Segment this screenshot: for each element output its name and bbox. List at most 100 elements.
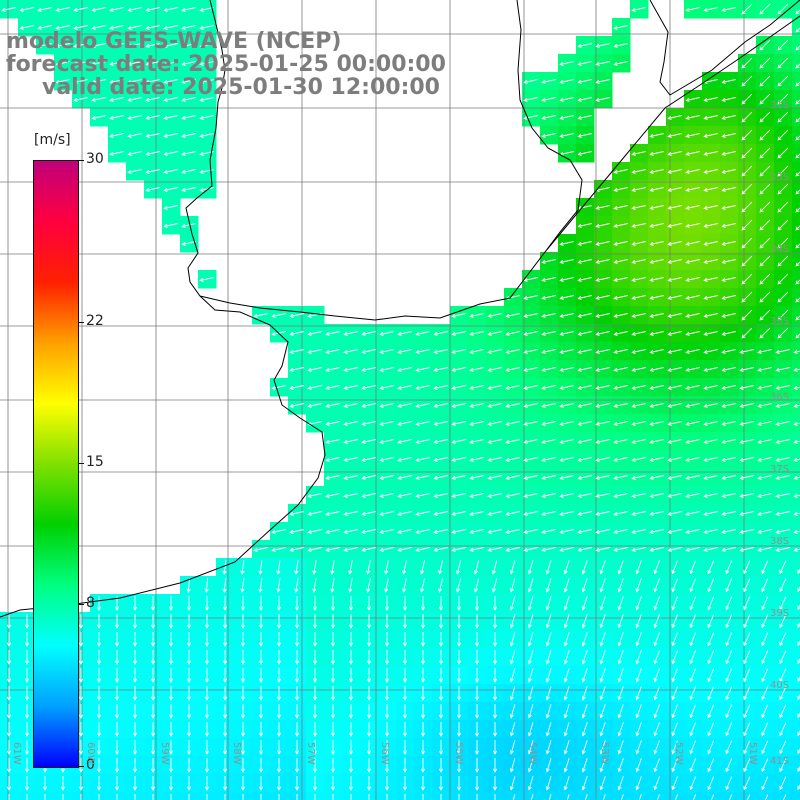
wind-arrow — [577, 421, 592, 426]
wind-arrow — [44, 794, 46, 800]
wind-arrow — [415, 547, 430, 552]
wind-arrow — [114, 614, 120, 629]
wind-arrow — [438, 722, 444, 737]
wind-arrow — [132, 758, 138, 773]
wind-arrow — [132, 686, 138, 701]
wind-arrow — [703, 259, 718, 264]
wind-arrow — [145, 187, 160, 192]
wind-arrow — [635, 596, 642, 611]
wind-arrow — [595, 385, 610, 390]
wind-arrow — [204, 614, 210, 629]
wind-arrow — [741, 255, 753, 267]
wind-arrow — [777, 39, 789, 51]
wind-speed-cell — [792, 702, 800, 721]
wind-arrow — [491, 560, 498, 575]
wind-arrow — [667, 475, 682, 480]
wind-speed-cell — [666, 792, 685, 800]
wind-speed-cell — [792, 576, 800, 595]
wind-arrow — [631, 295, 646, 300]
wind-arrow — [492, 686, 498, 701]
wind-arrow — [62, 794, 64, 800]
wind-arrow — [631, 457, 646, 462]
wind-arrow — [795, 333, 800, 339]
wind-arrow — [420, 758, 426, 773]
wind-arrow — [667, 133, 682, 138]
wind-arrow — [667, 547, 682, 552]
wind-arrow — [469, 547, 484, 552]
wind-arrow — [667, 421, 682, 426]
wind-arrow — [653, 704, 660, 719]
wind-speed-cell — [774, 792, 793, 800]
wind-arrow — [469, 349, 484, 354]
wind-arrow — [456, 686, 462, 701]
wind-arrow — [559, 511, 574, 516]
wind-arrow — [649, 547, 664, 552]
wind-arrow — [487, 511, 502, 516]
wind-arrow — [492, 776, 498, 791]
wind-arrow — [667, 367, 682, 372]
wind-arrow — [186, 650, 192, 665]
wind-arrow — [348, 686, 354, 701]
wind-arrow — [330, 668, 336, 683]
wind-arrow — [186, 686, 192, 701]
wind-arrow — [438, 632, 444, 647]
wind-arrow — [6, 650, 12, 665]
wind-arrow — [759, 3, 771, 15]
wind-arrow — [617, 776, 624, 791]
wind-speed-cell — [594, 792, 613, 800]
wind-arrow — [703, 547, 718, 552]
wind-arrow — [541, 331, 556, 336]
latitude-label: 41S — [770, 756, 790, 767]
wind-arrow — [384, 668, 390, 683]
wind-arrow — [145, 151, 160, 156]
wind-arrow — [782, 794, 787, 800]
wind-arrow — [617, 668, 624, 683]
wind-arrow — [759, 183, 771, 195]
wind-arrow — [795, 297, 800, 303]
wind-arrow — [667, 493, 682, 498]
wind-arrow — [509, 596, 516, 611]
wind-arrow — [739, 493, 754, 498]
wind-arrow — [793, 439, 800, 444]
wind-arrow — [199, 61, 214, 66]
wind-arrow — [577, 349, 592, 354]
wind-arrow — [725, 596, 733, 611]
wind-arrow — [312, 686, 318, 701]
wind-arrow — [649, 385, 664, 390]
wind-arrow — [613, 403, 628, 408]
wind-arrow — [206, 794, 208, 800]
wind-arrow — [757, 367, 772, 372]
wind-arrow — [649, 295, 664, 300]
wind-arrow — [379, 349, 394, 354]
wind-arrow — [473, 578, 480, 593]
wind-arrow — [617, 596, 624, 611]
longitude-label: 54W — [527, 742, 538, 765]
wind-arrow — [793, 385, 800, 390]
wind-arrow — [743, 560, 751, 575]
wind-arrow — [523, 115, 538, 120]
wind-arrow — [635, 758, 642, 773]
wind-arrow — [469, 385, 484, 390]
wind-arrow — [204, 577, 209, 593]
wind-speed-cell — [792, 324, 800, 343]
wind-arrow — [325, 475, 340, 480]
wind-arrow — [78, 740, 84, 755]
wind-arrow — [433, 349, 448, 354]
wind-arrow — [759, 57, 771, 69]
wind-arrow — [631, 529, 646, 534]
wind-arrow — [613, 421, 628, 426]
wind-speed-cell — [792, 288, 800, 307]
wind-arrow — [96, 722, 102, 737]
wind-speed-cell — [792, 252, 800, 271]
wind-arrow — [6, 776, 12, 791]
wind-arrow — [127, 151, 142, 156]
wind-arrow — [415, 475, 430, 480]
wind-arrow — [577, 259, 592, 264]
wind-arrow — [739, 475, 754, 480]
wind-arrow — [6, 740, 12, 755]
wind-arrow — [455, 578, 462, 593]
wind-arrow — [474, 704, 480, 719]
wind-arrow — [109, 43, 124, 48]
wind-arrow — [451, 529, 466, 534]
wind-arrow — [523, 439, 538, 444]
